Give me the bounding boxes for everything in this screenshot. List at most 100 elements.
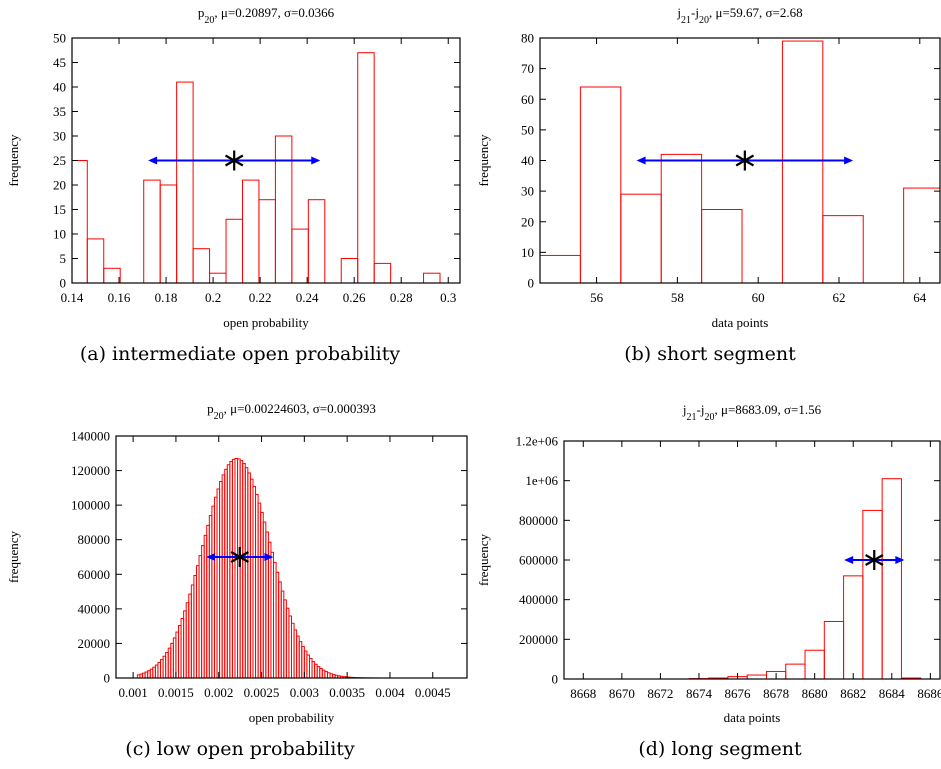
caption-b: (b) short segment — [624, 343, 796, 365]
chart-title: j21-j20, μ=59.67, σ=2.68 — [676, 5, 802, 26]
x-tick-label: 0.0045 — [415, 685, 451, 700]
x-tick-label: 0.0035 — [329, 685, 365, 700]
histogram-bar — [701, 209, 743, 284]
y-tick-label: 120000 — [71, 463, 110, 478]
chart-title: p20, μ=0.20897, σ=0.0366 — [198, 5, 335, 26]
x-axis-label: data points — [724, 710, 781, 725]
x-tick-label: 8684 — [879, 686, 906, 701]
x-tick-label: 60 — [752, 290, 765, 305]
mean-marker — [735, 150, 755, 171]
x-tick-label: 0.002 — [204, 685, 233, 700]
histogram-b: j21-j20, μ=59.67, σ=2.68 0 10 20 30 40 50 60 70 8… — [476, 5, 941, 330]
histogram-bar — [373, 262, 392, 284]
x-axis-label: data points — [712, 315, 769, 330]
x-tick-label: 0.2 — [205, 290, 221, 305]
x-tick-label: 0.18 — [155, 290, 178, 305]
histogram-bar — [209, 272, 227, 284]
y-tick-label: 140000 — [71, 429, 110, 444]
x-tick-label: 64 — [913, 290, 927, 305]
histogram-bar — [258, 199, 276, 284]
y-tick-label: 0 — [104, 671, 111, 686]
chart-title: j21-j20, μ=8683.09, σ=1.56 — [682, 402, 822, 423]
x-tick-label: 62 — [832, 290, 845, 305]
x-tick-label: 0.26 — [343, 290, 366, 305]
histogram-bar — [307, 199, 326, 284]
panel-c: p20, μ=0.00224603, σ=0.000393 0 20000 40000… — [0, 395, 470, 745]
y-tick-label: 1e+06 — [525, 473, 558, 488]
y-tick-label: 30 — [53, 129, 66, 144]
x-tick-label: 8674 — [686, 686, 713, 701]
panel-a: p20, μ=0.20897, σ=0.0366 0 5 10 15 20 25 30 35 40… — [0, 0, 470, 350]
y-tick-label: 200000 — [519, 632, 558, 647]
x-tick-label: 8678 — [763, 686, 789, 701]
x-tick-label: 8670 — [609, 686, 635, 701]
x-tick-label: 8686 — [917, 686, 941, 701]
histogram-bar — [903, 187, 941, 284]
x-tick-label: 0.0015 — [158, 685, 194, 700]
x-tick-label: 8668 — [570, 686, 596, 701]
mean-marker — [865, 550, 884, 570]
histogram-d: j21-j20, μ=8683.09, σ=1.56 0 200000 400000 6… — [476, 402, 941, 725]
histogram-bar — [823, 620, 845, 680]
histogram-bar — [340, 258, 359, 284]
x-axis-label: open probability — [249, 710, 335, 725]
plot-frame — [115, 435, 468, 679]
y-tick-label: 40000 — [78, 601, 111, 616]
y-tick-label: 800000 — [519, 513, 558, 528]
panel-d: j21-j20, μ=8683.09, σ=1.56 0 200000 400000 6… — [470, 395, 941, 745]
caption-d: (d) long segment — [638, 738, 802, 760]
y-tick-label: 30 — [521, 184, 534, 199]
histogram-bar — [103, 267, 121, 284]
y-tick-label: 20000 — [78, 636, 111, 651]
histogram-a: p20, μ=0.20897, σ=0.0366 0 5 10 15 20 25 30 35 40… — [6, 5, 461, 330]
y-tick-label: 35 — [53, 104, 66, 119]
histogram-bar — [539, 254, 581, 284]
histogram-bar — [86, 238, 105, 284]
histogram-bar — [785, 663, 806, 680]
y-axis-label: frequency — [476, 134, 491, 186]
x-tick-label: 8672 — [647, 686, 673, 701]
histogram-bar — [291, 228, 309, 284]
y-tick-label: 60 — [521, 92, 534, 107]
histogram-bar — [192, 248, 211, 284]
y-tick-label: 40 — [53, 80, 66, 95]
x-tick-label: 0.001 — [118, 685, 147, 700]
histogram-bar — [423, 272, 441, 284]
caption-c: (c) low open probability — [125, 738, 355, 760]
histogram-bar — [176, 81, 194, 284]
x-tick-label: 0.3 — [440, 290, 456, 305]
histogram-bar — [843, 575, 864, 680]
mean-marker — [230, 547, 250, 567]
histogram-c: p20, μ=0.00224603, σ=0.000393 0 20000 40000… — [6, 401, 468, 725]
x-axis-label: open probability — [223, 315, 309, 330]
histogram-bar — [862, 509, 883, 680]
bars — [136, 457, 380, 679]
caption-a: (a) intermediate open probability — [79, 343, 401, 365]
histogram-bar — [225, 218, 243, 284]
x-tick-label: 0.004 — [375, 685, 405, 700]
histogram-bar — [881, 478, 902, 680]
x-tick-label: 0.24 — [296, 290, 319, 305]
histogram-bar — [579, 86, 622, 284]
histogram-bar — [71, 160, 88, 284]
y-tick-label: 20 — [521, 214, 534, 229]
histogram-bar — [241, 179, 260, 284]
y-tick-label: 80 — [521, 31, 534, 46]
y-tick-label: 20 — [53, 178, 66, 193]
y-tick-label: 10 — [53, 227, 66, 242]
y-tick-label: 600000 — [519, 553, 558, 568]
bars — [688, 478, 922, 680]
y-tick-label: 45 — [53, 55, 66, 70]
mean-marker — [224, 150, 244, 171]
x-tick-label: 0.16 — [108, 290, 131, 305]
y-axis-label: frequency — [476, 534, 491, 586]
y-tick-label: 15 — [53, 202, 66, 217]
x-tick-label: 8682 — [840, 686, 866, 701]
y-tick-label: 0 — [528, 276, 535, 291]
chart-title: p20, μ=0.00224603, σ=0.000393 — [207, 401, 376, 422]
y-tick-label: 0 — [552, 672, 559, 687]
histogram-bar — [159, 184, 178, 284]
x-tick-label: 58 — [671, 290, 684, 305]
y-tick-label: 0 — [60, 276, 67, 291]
histogram-bar — [143, 179, 161, 284]
